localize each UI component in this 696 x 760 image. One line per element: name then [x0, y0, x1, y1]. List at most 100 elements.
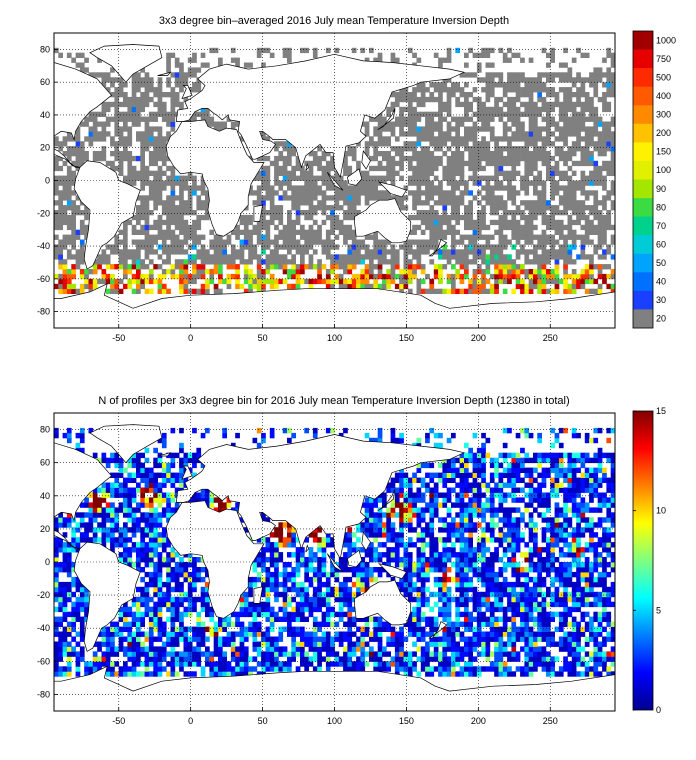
- depth-bin: [300, 229, 305, 235]
- count-bin: [429, 621, 435, 627]
- depth-bin: [105, 101, 111, 108]
- count-bin: [602, 626, 607, 632]
- depth-bin: [140, 165, 145, 172]
- count-bin: [498, 626, 504, 632]
- count-bin: [597, 596, 603, 603]
- depth-bin: [252, 190, 258, 196]
- depth-bin: [597, 214, 603, 221]
- depth-bin: [546, 101, 551, 108]
- depth-bin: [511, 77, 517, 83]
- depth-bin: [567, 190, 573, 196]
- depth-bin: [541, 151, 547, 157]
- count-bin: [524, 641, 530, 647]
- depth-bin: [489, 82, 495, 88]
- depth-bin: [433, 175, 439, 181]
- depth-bin: [481, 151, 486, 157]
- depth-bin: [179, 264, 184, 270]
- count-bin: [136, 656, 141, 662]
- depth-bin: [429, 259, 435, 265]
- depth-bin: [127, 264, 133, 270]
- count-bin: [287, 596, 292, 603]
- count-bin: [54, 656, 59, 662]
- depth-bin: [265, 229, 271, 235]
- depth-bin: [412, 239, 417, 245]
- depth-bin: [330, 195, 335, 201]
- depth-bin: [429, 170, 435, 176]
- count-bin: [589, 626, 594, 632]
- depth-bin: [446, 111, 452, 117]
- depth-bin: [140, 160, 145, 167]
- depth-bin: [161, 219, 167, 226]
- count-bin: [528, 596, 534, 603]
- depth-bin: [446, 273, 452, 280]
- depth-bin: [524, 214, 530, 221]
- depth-bin: [343, 283, 348, 290]
- depth-bin: [571, 170, 577, 176]
- depth-bin: [373, 254, 378, 260]
- depth-bin: [476, 165, 482, 172]
- depth-bin: [511, 200, 517, 206]
- count-bin: [287, 621, 292, 627]
- depth-bin: [489, 259, 495, 265]
- count-bin: [148, 626, 154, 632]
- depth-bin: [179, 190, 184, 196]
- depth-bin: [546, 121, 551, 127]
- depth-bin: [62, 205, 68, 211]
- depth-bin: [131, 229, 137, 235]
- count-bin: [558, 596, 564, 603]
- depth-bin: [369, 259, 374, 265]
- depth-bin: [148, 136, 154, 142]
- depth-bin: [114, 87, 120, 93]
- depth-bin: [472, 269, 478, 275]
- count-bin: [442, 586, 448, 593]
- depth-bin: [520, 146, 525, 152]
- depth-bin: [412, 205, 417, 211]
- count-bin: [75, 661, 81, 667]
- x-tick-label: -50: [112, 333, 125, 343]
- count-bin: [399, 641, 404, 647]
- count-bin: [498, 646, 504, 652]
- depth-bin: [312, 180, 318, 186]
- count-bin: [101, 636, 107, 642]
- depth-bin: [425, 244, 430, 250]
- depth-bin: [66, 190, 72, 196]
- count-bin: [524, 621, 530, 627]
- depth-bin: [192, 57, 197, 63]
- depth-bin: [161, 234, 167, 240]
- depth-bin: [407, 141, 413, 147]
- depth-bin: [157, 224, 163, 231]
- depth-bin: [127, 175, 133, 181]
- count-bin: [520, 626, 525, 632]
- depth-bin: [261, 165, 266, 172]
- depth-bin: [58, 259, 63, 265]
- count-bin: [179, 626, 184, 632]
- count-bin: [546, 626, 551, 632]
- depth-bin: [356, 210, 361, 216]
- depth-bin: [179, 269, 184, 275]
- depth-bin: [438, 92, 443, 98]
- count-bin: [347, 646, 353, 652]
- depth-bin: [317, 264, 322, 270]
- depth-bin: [265, 244, 271, 250]
- count-bin: [131, 636, 137, 642]
- depth-bin: [131, 101, 137, 108]
- depth-bin: [75, 210, 81, 216]
- depth-bin: [524, 229, 530, 235]
- count-bin: [295, 616, 301, 622]
- depth-bin: [546, 205, 551, 211]
- depth-bin: [494, 244, 499, 250]
- depth-bin: [451, 92, 456, 98]
- depth-bin: [54, 249, 59, 255]
- depth-bin: [455, 229, 460, 235]
- count-bin: [79, 636, 85, 642]
- depth-bin: [54, 200, 59, 206]
- count-bin: [576, 656, 581, 662]
- depth-bin: [187, 175, 193, 181]
- depth-bin: [261, 214, 266, 221]
- depth-bin: [476, 126, 482, 132]
- depth-bin: [442, 101, 448, 108]
- depth-bin: [295, 175, 301, 181]
- count-bin: [92, 656, 98, 662]
- depth-bin: [580, 106, 586, 113]
- depth-bin: [429, 278, 435, 285]
